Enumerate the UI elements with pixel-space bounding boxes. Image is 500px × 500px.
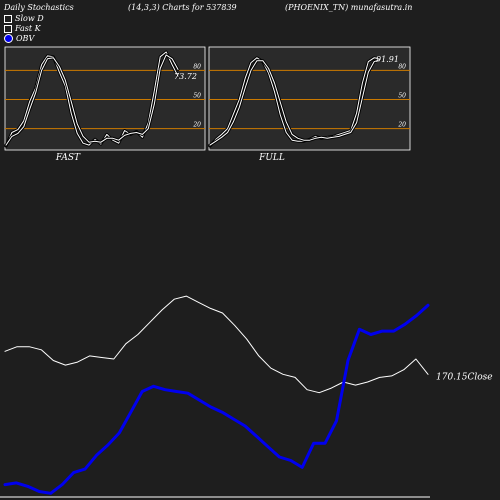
legend-box-icon [4,24,12,33]
fast-last-value-label: 73.72 [174,72,197,81]
legend-slow-d: Slow D [4,14,44,23]
legend-obv: OBV [4,34,34,43]
full-series-0 [209,57,381,147]
obv-line [3,303,430,495]
chart-title: Daily Stochastics [4,3,74,12]
full-ytick-label: 20 [397,122,406,129]
legend-obv-label: OBV [16,34,35,43]
legend-dot-icon [4,34,13,43]
close-value-label: 170.15Close [436,372,493,382]
legend-box-icon [4,14,12,23]
close-suffix: Close [468,372,493,382]
close-value: 170.15 [436,372,468,382]
close-price-line [4,295,429,394]
fast-ytick-label: 80 [193,63,201,70]
legend-fast-k: Fast K [4,24,41,33]
fast-series-1 [5,54,179,146]
legend-fast-k-label: Fast K [15,24,41,33]
fast-panel-title: FAST [55,153,81,163]
legend-slow-d-label: Slow D [15,14,44,23]
chart-subtitle: (14,3,3) Charts for 537839 [128,3,237,12]
fast-ytick-label: 50 [193,93,201,100]
fast-ytick-label: 20 [192,122,201,129]
full-ytick-label: 80 [398,63,406,70]
full-panel-title: FULL [258,153,285,163]
full-series-1 [209,59,381,146]
chart-source: (PHOENIX_TN) munafasutra.in [285,3,413,12]
full-ytick-label: 50 [398,93,406,100]
full-last-value-label: 91.91 [376,55,399,64]
